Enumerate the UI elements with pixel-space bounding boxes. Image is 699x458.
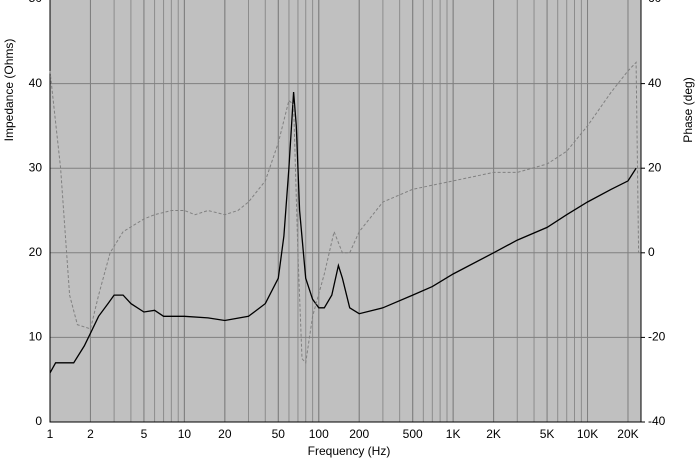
y-tick-label: 30 xyxy=(29,160,43,174)
y2-tick-label: 40 xyxy=(648,76,662,90)
x-axis-title: Frequency (Hz) xyxy=(308,444,391,458)
y2-axis-title: Phase (deg) xyxy=(681,77,695,142)
y-tick-label: 20 xyxy=(29,245,43,259)
y-tick-label: 10 xyxy=(29,330,43,344)
y2-tick-label: -20 xyxy=(648,330,666,344)
x-tick-label: 20K xyxy=(617,427,638,441)
x-tick-label: 100 xyxy=(309,427,329,441)
y2-tick-label: 20 xyxy=(648,160,662,174)
x-tick-label: 1K xyxy=(446,427,461,441)
y2-tick-label: 0 xyxy=(648,245,655,259)
y-tick-label: 0 xyxy=(35,414,42,428)
x-tick-label: 500 xyxy=(403,427,423,441)
x-tick-label: 5 xyxy=(141,427,148,441)
x-tick-label: 10K xyxy=(577,427,598,441)
series-line xyxy=(49,61,640,364)
plot-frame xyxy=(49,0,642,423)
y-tick-label: 50 xyxy=(29,0,43,5)
series-line xyxy=(49,92,637,374)
x-tick-label: 50 xyxy=(272,427,286,441)
x-tick-label: 1 xyxy=(47,427,54,441)
x-tick-label: 20 xyxy=(218,427,232,441)
x-tick-label: 2 xyxy=(87,427,94,441)
x-tick-label: 5K xyxy=(540,427,555,441)
x-tick-label: 2K xyxy=(486,427,501,441)
plot-area xyxy=(50,0,641,422)
y2-tick-label: -40 xyxy=(648,414,666,428)
y2-tick-label: 60 xyxy=(648,0,662,5)
x-tick-label: 10 xyxy=(178,427,192,441)
y-tick-label: 40 xyxy=(29,76,43,90)
y-axis-title: Impedance (Ohms) xyxy=(2,39,16,142)
x-tick-label: 200 xyxy=(349,427,369,441)
